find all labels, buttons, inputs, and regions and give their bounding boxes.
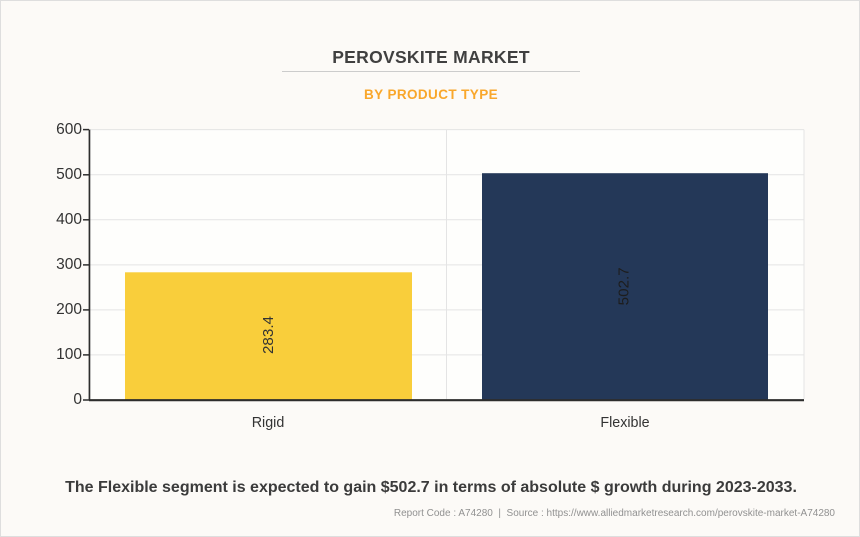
svg-text:500: 500 — [56, 166, 82, 183]
svg-text:502.7: 502.7 — [616, 267, 633, 305]
svg-text:300: 300 — [56, 256, 82, 273]
svg-text:283.4: 283.4 — [260, 316, 277, 354]
svg-text:0: 0 — [73, 391, 82, 408]
svg-text:200: 200 — [56, 301, 82, 318]
svg-text:400: 400 — [56, 211, 82, 228]
svg-text:600: 600 — [56, 121, 82, 138]
svg-text:100: 100 — [56, 346, 82, 363]
svg-text:Flexible: Flexible — [600, 415, 649, 431]
svg-text:Rigid: Rigid — [252, 415, 285, 431]
